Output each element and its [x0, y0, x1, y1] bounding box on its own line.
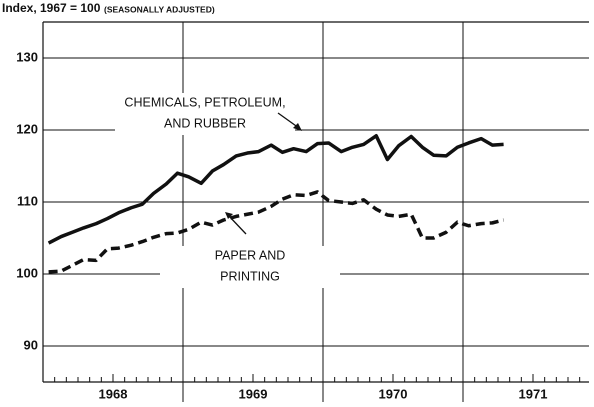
series-line — [47, 134, 504, 245]
chart-title: Index, 1967 = 100 — [2, 1, 101, 15]
series-line — [48, 190, 505, 274]
x-tick-label: 1970 — [379, 386, 408, 401]
y-tick-label: 130 — [16, 49, 38, 64]
x-tick-label: 1969 — [239, 386, 268, 401]
annotation: PRINTING — [220, 269, 280, 283]
annotation-bg — [160, 246, 340, 288]
y-tick-label: 110 — [17, 193, 38, 208]
annotation-bg — [115, 93, 295, 135]
annotation: CHEMICALS, PETROLEUM, — [124, 95, 285, 109]
x-tick-label: 1968 — [99, 386, 128, 401]
y-tick-label: 100 — [16, 265, 38, 280]
arrowhead — [225, 212, 233, 219]
chart-subtitle: (SEASONALLY ADJUSTED) — [104, 4, 215, 14]
arrowhead — [293, 123, 302, 131]
annotation: PAPER AND — [215, 248, 286, 262]
annotation: AND RUBBER — [164, 116, 246, 130]
y-tick-label: 120 — [16, 121, 38, 136]
x-tick-label: 1971 — [519, 386, 548, 401]
y-tick-label: 90 — [24, 337, 38, 352]
